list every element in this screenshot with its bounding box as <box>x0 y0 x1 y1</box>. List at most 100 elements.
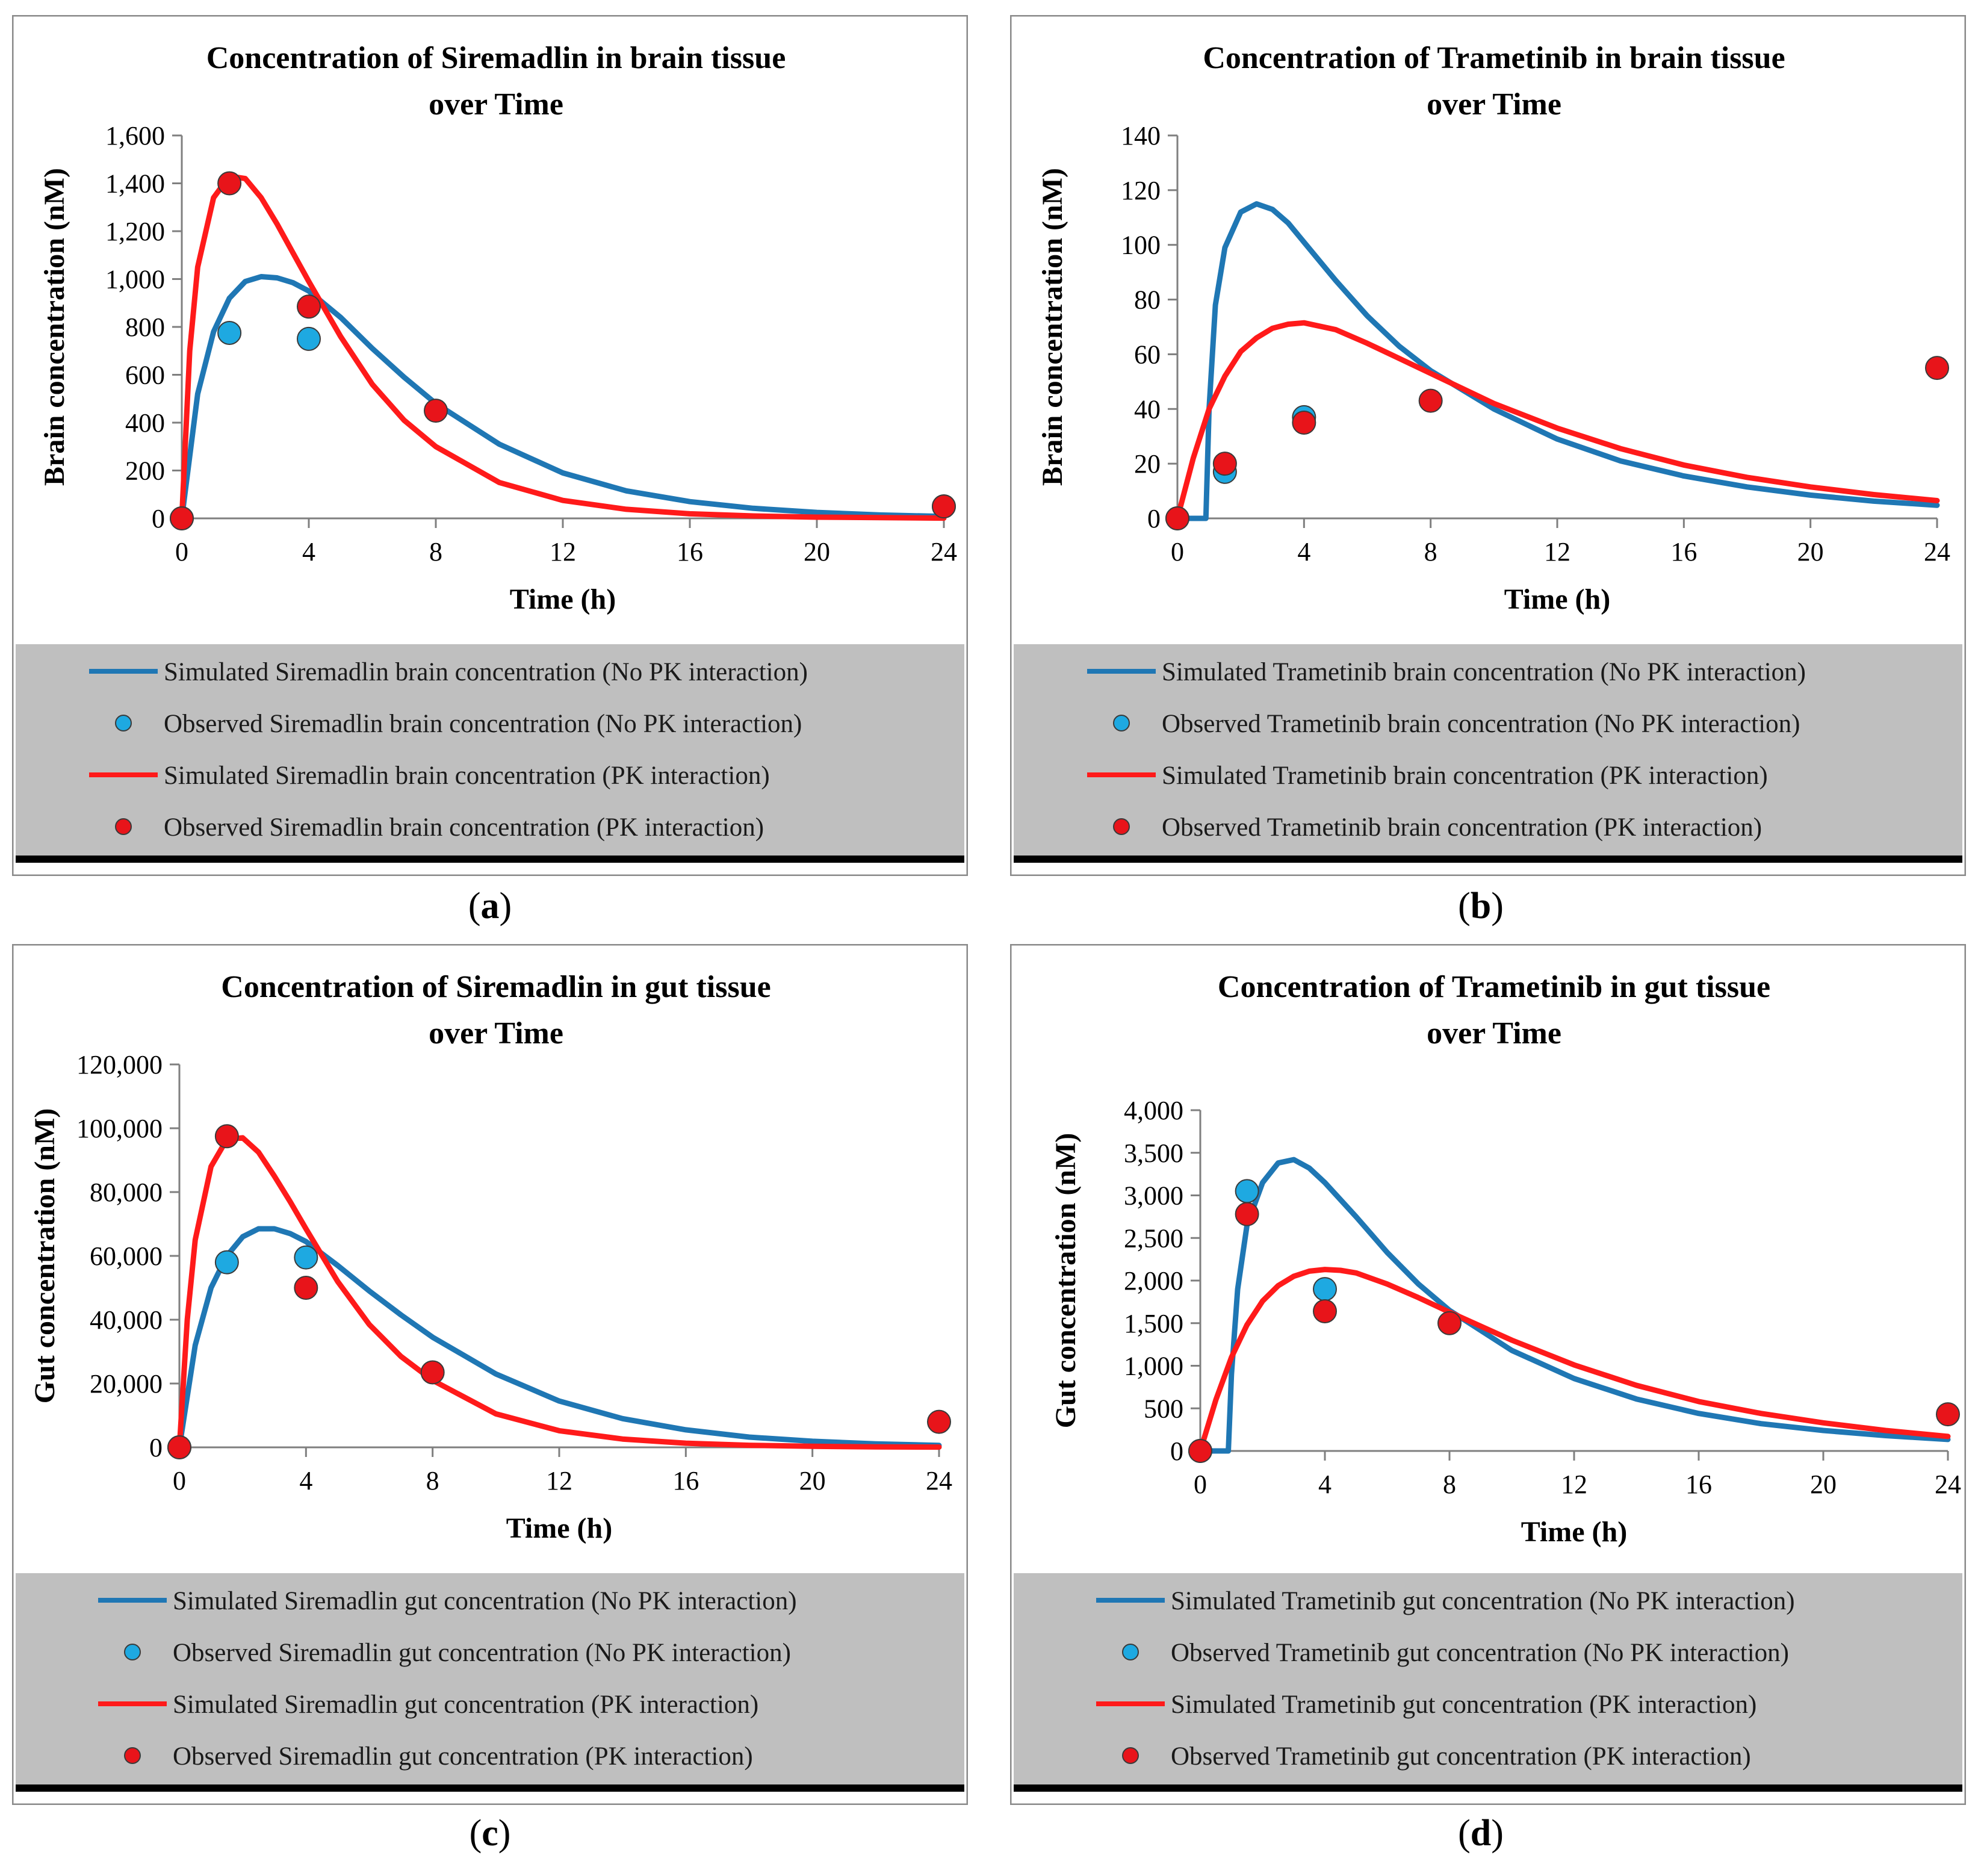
y-tick-label: 60 <box>1134 340 1161 369</box>
caption-a: (a) <box>468 886 512 927</box>
x-tick-label: 24 <box>926 1466 952 1496</box>
y-tick-label: 40 <box>1134 394 1161 424</box>
y-tick-label: 40,000 <box>90 1305 163 1335</box>
observed-point-pk-interaction <box>214 1124 239 1149</box>
observed-point-no-pk-interaction <box>214 1250 239 1275</box>
chart-title-line-1: Concentration of Trametinib in brain tis… <box>1203 41 1785 75</box>
y-tick-label: 4,000 <box>1124 1096 1183 1125</box>
observed-point-pk-interaction <box>1212 452 1237 476</box>
observed-point-pk-interaction <box>217 171 242 196</box>
x-tick-label: 12 <box>1544 537 1570 567</box>
legend-background <box>16 1573 964 1787</box>
chart-svg-d: Concentration of Trametinib in gut tissu… <box>1010 944 1966 1805</box>
legend-entry-label: Observed Trametinib brain concentration … <box>1162 710 1800 738</box>
chart-panel-b: Concentration of Trametinib in brain tis… <box>1010 15 1966 876</box>
y-tick-label: 1,000 <box>1124 1352 1183 1381</box>
y-tick-label: 20,000 <box>90 1369 163 1399</box>
x-tick-label: 24 <box>931 537 957 567</box>
y-tick-label: 0 <box>149 1433 163 1462</box>
y-tick-label: 80 <box>1134 285 1161 315</box>
observed-point-no-pk-interaction <box>297 326 321 351</box>
chart-title-line-2: over Time <box>1427 87 1561 122</box>
observed-point-pk-interaction <box>1313 1299 1337 1323</box>
series-line-no-pk-interaction <box>1174 201 1940 521</box>
legend-bottom-border <box>16 1784 964 1792</box>
x-tick-label: 4 <box>299 1466 312 1496</box>
chart-panel-a: Concentration of Siremadlin in brain tis… <box>12 15 968 876</box>
observed-point-pk-interaction <box>1235 1202 1259 1226</box>
legend: Simulated Siremadlin gut concentration (… <box>16 1573 964 1792</box>
chart-title-line-1: Concentration of Trametinib in gut tissu… <box>1218 970 1770 1004</box>
chart-title-line-1: Concentration of Siremadlin in brain tis… <box>206 41 786 75</box>
plot-area <box>1165 201 1949 530</box>
y-tick-label: 200 <box>125 456 165 486</box>
legend-marker-swatch <box>124 1644 141 1660</box>
x-tick-label: 12 <box>546 1466 572 1496</box>
series-line-pk-interaction <box>176 1135 942 1450</box>
x-axis-label: Time (h) <box>1521 1516 1627 1548</box>
y-tick-label: 2,000 <box>1124 1266 1183 1296</box>
chart-panel-c: Concentration of Siremadlin in gut tissu… <box>12 944 968 1805</box>
legend-entry-label: Simulated Siremadlin gut concentration (… <box>173 1587 797 1615</box>
y-tick-label: 1,000 <box>105 265 165 294</box>
x-tick-label: 20 <box>1810 1470 1837 1499</box>
caption-c: (c) <box>469 1813 511 1854</box>
chart-svg-a: Concentration of Siremadlin in brain tis… <box>12 15 968 876</box>
y-tick-label: 120,000 <box>76 1050 163 1079</box>
legend-entry-label: Observed Trametinib gut concentration (N… <box>1171 1639 1789 1667</box>
series-line-no-pk-interaction <box>176 1226 942 1450</box>
x-tick-label: 0 <box>173 1466 186 1496</box>
x-tick-label: 4 <box>302 537 315 567</box>
chart-panel-d: Concentration of Trametinib in gut tissu… <box>1010 944 1966 1805</box>
x-axis-label: Time (h) <box>1504 583 1610 615</box>
observed-point-pk-interaction <box>1292 411 1316 435</box>
x-tick-label: 8 <box>1424 537 1437 567</box>
observed-point-pk-interaction <box>167 1435 191 1459</box>
x-tick-label: 16 <box>677 537 703 567</box>
legend-marker-swatch <box>124 1747 141 1764</box>
x-tick-label: 24 <box>1924 537 1950 567</box>
y-tick-label: 800 <box>125 312 165 342</box>
chart-title-line-2: over Time <box>1427 1016 1561 1051</box>
observed-point-no-pk-interaction <box>1313 1277 1337 1302</box>
series-line-no-pk-interaction <box>179 274 947 521</box>
legend-marker-swatch <box>1113 715 1130 731</box>
chart-title-line-2: over Time <box>429 1016 563 1051</box>
y-tick-label: 20 <box>1134 449 1161 479</box>
chart-svg-b: Concentration of Trametinib in brain tis… <box>1010 15 1966 876</box>
legend-background <box>1014 644 1962 858</box>
legend-entry-label: Observed Siremadlin brain concentration … <box>164 813 764 842</box>
y-axis-label: Brain concentration (nM) <box>39 168 70 486</box>
caption-d-letter: d <box>1470 1813 1492 1854</box>
x-tick-label: 20 <box>1797 537 1824 567</box>
plot-area <box>167 1124 951 1459</box>
x-tick-label: 16 <box>672 1466 699 1496</box>
legend-bottom-border <box>1014 1784 1962 1792</box>
caption-b: (b) <box>1458 886 1504 927</box>
y-tick-label: 80,000 <box>90 1178 163 1207</box>
legend-marker-swatch <box>1113 818 1130 835</box>
legend-entry-label: Simulated Trametinib brain concentration… <box>1162 658 1806 686</box>
legend-entry-label: Simulated Siremadlin gut concentration (… <box>173 1691 758 1719</box>
y-tick-label: 0 <box>1170 1437 1183 1466</box>
observed-point-pk-interaction <box>424 399 448 423</box>
y-tick-label: 3,000 <box>1124 1181 1183 1211</box>
observed-point-pk-interaction <box>1418 388 1443 413</box>
x-tick-label: 4 <box>1297 537 1310 567</box>
y-tick-label: 500 <box>1144 1394 1183 1423</box>
series-line-pk-interaction <box>1197 1267 1951 1454</box>
x-tick-label: 12 <box>550 537 576 567</box>
x-tick-label: 20 <box>799 1466 826 1496</box>
observed-point-no-pk-interaction <box>1235 1179 1259 1204</box>
legend-entry-label: Simulated Trametinib gut concentration (… <box>1171 1587 1795 1615</box>
legend-background <box>1014 1573 1962 1787</box>
chart-svg-c: Concentration of Siremadlin in gut tissu… <box>12 944 968 1805</box>
y-tick-label: 140 <box>1121 121 1161 151</box>
observed-point-pk-interaction <box>927 1409 951 1434</box>
y-tick-label: 2,500 <box>1124 1223 1183 1253</box>
legend-bottom-border <box>1014 856 1962 863</box>
legend-entry-label: Observed Siremadlin brain concentration … <box>164 710 802 738</box>
y-tick-label: 0 <box>152 504 165 533</box>
legend-bottom-border <box>16 856 964 863</box>
x-tick-label: 0 <box>1171 537 1184 567</box>
